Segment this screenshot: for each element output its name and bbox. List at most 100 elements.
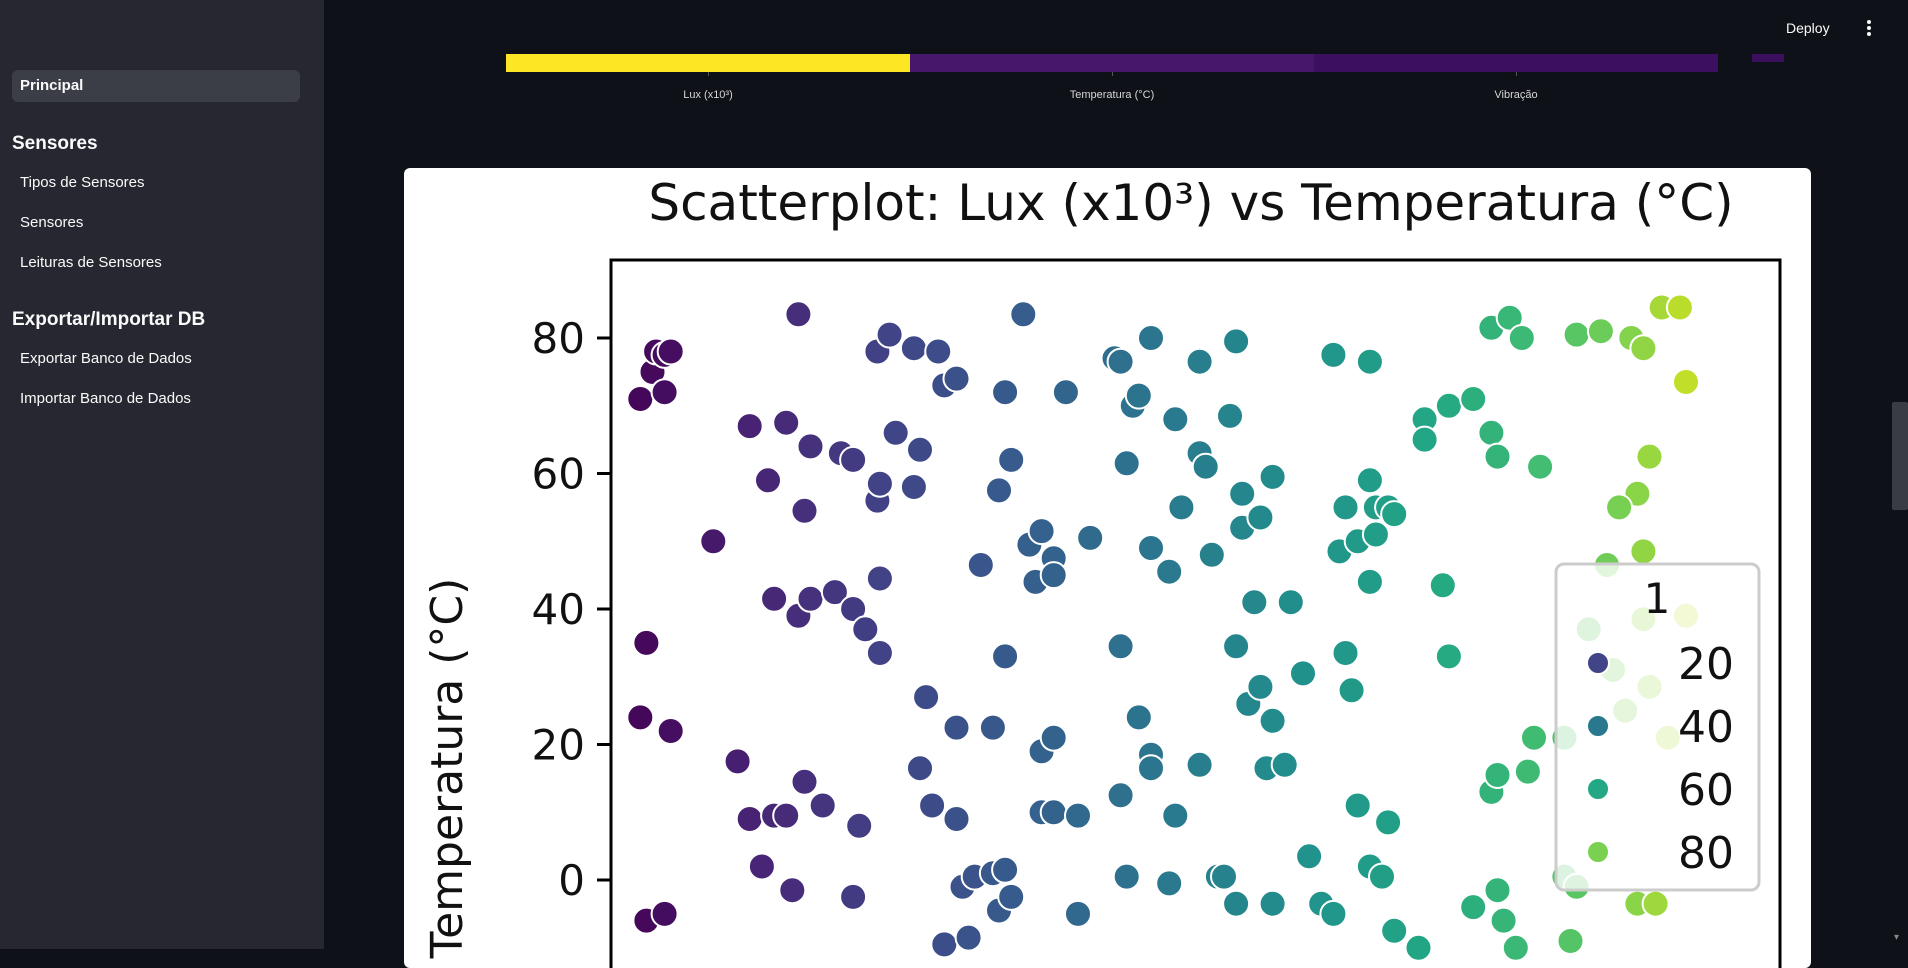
scatter-point [1355,567,1384,596]
scatter-point [1039,798,1068,827]
scatter-point [1410,425,1439,454]
scatter-point [626,385,655,413]
heatmap-cell-vibracao [1314,54,1718,72]
sidebar-item-importar-banco[interactable]: Importar Banco de Dados [20,390,191,407]
scatter-point [1210,862,1238,891]
scatter-point [1434,391,1463,420]
scatter-point [1027,517,1056,546]
scatter-point [1137,534,1165,562]
scatter-point [1483,442,1512,471]
scatter-point [1434,642,1463,671]
scatter-point [656,337,685,366]
scatter-point [1331,493,1360,522]
scatter-point [1495,303,1524,332]
heatmap-label-temperatura: Temperatura (°C) [1069,89,1155,101]
y-tick-label: 80 [532,314,585,363]
scatter-point [991,378,1020,407]
scatter-point [1489,906,1518,935]
scatter-point [1665,293,1694,322]
scatterplot-card: Scatterplot: Lux (x10³) vs Temperatura (… [404,168,1811,968]
y-axis-ticks: 0 20 40 60 80 [532,314,611,905]
scatter-point [790,496,819,525]
scatter-point [1076,523,1105,552]
scatter-point [899,473,928,501]
legend-marker [1586,840,1610,864]
kebab-menu-icon[interactable] [1862,18,1876,40]
scatter-point [1185,750,1214,779]
deploy-button[interactable]: Deploy [1786,20,1830,36]
sidebar-item-exportar-banco[interactable]: Exportar Banco de Dados [20,350,192,367]
scatter-point [1374,808,1403,837]
scroll-down-icon[interactable]: ▾ [1894,932,1900,943]
scatter-point [1526,452,1555,481]
sidebar-item-label: Principal [20,77,84,94]
scatter-point [1240,588,1269,617]
scatter-point [1137,754,1165,783]
scatter-point [772,408,801,437]
scatter-point [1319,340,1348,369]
scatter-point [1507,324,1536,352]
scatter-point [1246,503,1275,532]
scatter-point [1295,842,1324,871]
scatter-point [1361,520,1390,549]
scatter-point [1051,378,1080,407]
scatter-point [1112,449,1141,478]
scatter-point [1258,889,1287,918]
scatter-point [1337,676,1366,705]
scatter-point [851,615,880,644]
scatter-point [839,882,868,911]
scatter-point [966,551,995,579]
scatter-point [1161,405,1190,434]
y-tick-label: 0 [558,856,585,905]
scatter-point [778,876,807,905]
y-tick-label: 40 [532,585,585,634]
scatter-point [1562,320,1591,349]
page-scrollbar[interactable] [1892,402,1908,510]
scatter-point [1276,588,1305,617]
scatter-point [875,320,904,349]
y-tick-label: 20 [532,721,585,770]
scatter-point [918,791,947,820]
scatter-point [1459,385,1488,413]
scatter-point [1155,869,1184,898]
scatter-point [1197,540,1226,569]
scatter-point [881,418,910,447]
sidebar-item-principal[interactable]: Principal [12,70,300,102]
scatter-point [985,476,1013,505]
scatter-point [1039,723,1068,752]
section-header-exportar-importar-db: Exportar/Importar DB [12,309,206,330]
scatter-point [1289,659,1317,688]
sidebar-item-leituras-de-sensores[interactable]: Leituras de Sensores [20,254,162,271]
scatter-point [632,628,661,657]
scatterplot-svg: Scatterplot: Lux (x10³) vs Temperatura (… [422,174,1782,968]
scatter-point [899,334,928,363]
scatter-point [954,923,983,952]
scatter-point [1501,933,1530,962]
scatter-point [1124,381,1153,410]
scatter-point [924,337,953,366]
legend-label: 60 [1678,765,1734,816]
scatter-point [1191,452,1220,481]
scatter-point [1635,442,1664,471]
scatter-point [1167,493,1196,522]
scatter-point [790,767,819,796]
scatter-point [1520,723,1548,752]
y-axis-label: Temperatura (°C) [422,578,473,960]
scatter-point [942,805,971,833]
scatter-point [699,527,728,556]
scatter-point [839,445,868,474]
sidebar-item-tipos-de-sensores[interactable]: Tipos de Sensores [20,174,145,191]
heatmap-cell-lux [506,54,910,72]
legend-marker [1586,714,1610,738]
scatter-point [796,584,825,613]
scatter-point [1222,632,1251,661]
scatter-point [735,805,764,833]
scatter-point [1161,801,1190,830]
scatter-point [1106,347,1135,376]
section-header-sensores: Sensores [12,133,98,154]
scatter-point [656,717,685,745]
scatter-point [1216,401,1244,430]
scatter-point [1483,761,1512,789]
sidebar-item-sensores[interactable]: Sensores [20,214,84,231]
scatter-point [650,378,679,407]
